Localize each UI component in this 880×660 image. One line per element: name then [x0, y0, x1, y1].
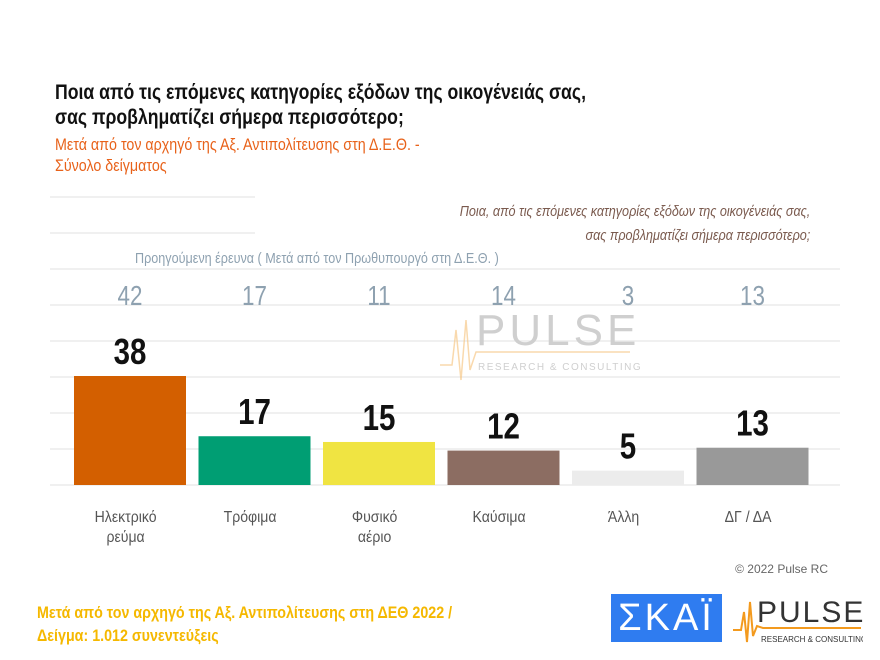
- bar: [74, 376, 186, 485]
- question-line: Ποια, από τις επόμενες κατηγορίες εξόδων…: [459, 203, 810, 220]
- footer-note: Μετά από τον αρχηγό της Αξ. Αντιπολίτευσ…: [37, 601, 452, 647]
- subtitle-line: Σύνολο δείγματος: [55, 156, 167, 175]
- data-label: 12: [487, 406, 520, 446]
- category-label: Καύσιμα: [473, 508, 526, 526]
- skai-logo-text: ΣΚΑΪ: [618, 597, 715, 639]
- chart-title: Ποια από τις επόμενες κατηγορίες εξόδων …: [55, 80, 586, 130]
- previous-value-label: 42: [118, 281, 143, 312]
- category-label: ρεύμα: [106, 528, 144, 546]
- data-label: 17: [238, 391, 271, 431]
- chart-subtitle: Μετά από τον αρχηγό της Αξ. Αντιπολίτευσ…: [55, 134, 420, 176]
- previous-value-label: 11: [367, 281, 390, 312]
- skai-logo: ΣΚΑΪ: [611, 594, 722, 642]
- watermark-brand: PULSE: [476, 306, 640, 355]
- data-label: 15: [363, 397, 396, 437]
- pulse-logo-text: PULSE: [757, 596, 863, 629]
- previous-value-label: 14: [491, 281, 516, 312]
- category-label: Φυσικό: [352, 508, 397, 526]
- question-line: σας προβληματίζει σήμερα περισσότερο;: [585, 227, 810, 244]
- title-line: Ποια από τις επόμενες κατηγορίες εξόδων …: [55, 81, 586, 104]
- data-label: 5: [620, 426, 636, 466]
- data-label: 13: [736, 403, 769, 443]
- category-label: ΔΓ / ΔΑ: [725, 508, 773, 526]
- category-label: Τρόφιμα: [224, 508, 277, 526]
- pulse-logo-tagline: RESEARCH & CONSULTING: [761, 635, 863, 644]
- bar: [447, 450, 560, 485]
- bar: [696, 447, 809, 485]
- bar: [323, 441, 435, 485]
- previous-survey-label: Προηγούμενη έρευνα ( Μετά από τον Πρωθυπ…: [135, 250, 499, 267]
- previous-value-label: 13: [740, 281, 765, 312]
- title-line: σας προβληματίζει σήμερα περισσότερο;: [55, 106, 404, 129]
- previous-value-label: 17: [242, 281, 267, 312]
- data-label: 38: [114, 331, 147, 371]
- pulse-logo: PULSE RESEARCH & CONSULTING: [733, 596, 863, 644]
- footer-line: Δείγμα: 1.012 συνεντεύξεις: [37, 626, 219, 645]
- footer-line: Μετά από τον αρχηγό της Αξ. Αντιπολίτευσ…: [37, 603, 453, 622]
- question-text: Ποια, από τις επόμενες κατηγορίες εξόδων…: [459, 200, 810, 248]
- bar: [572, 470, 684, 485]
- category-label: Άλλη: [608, 508, 639, 526]
- category-label: αέριο: [358, 528, 391, 546]
- copyright: © 2022 Pulse RC: [735, 562, 828, 576]
- bar-chart: 38 42 Ηλεκτρικό ρεύμα 17 17 Τρόφιμα 15 11 Φυσικό α…: [50, 196, 840, 546]
- watermark-pulse-line: [440, 319, 630, 381]
- category-label: Ηλεκτρικό: [95, 508, 157, 526]
- subtitle-line: Μετά από τον αρχηγό της Αξ. Αντιπολίτευσ…: [55, 135, 420, 154]
- previous-value-label: 3: [622, 281, 634, 312]
- bar: [198, 436, 311, 485]
- watermark-tagline: RESEARCH & CONSULTING: [478, 362, 642, 373]
